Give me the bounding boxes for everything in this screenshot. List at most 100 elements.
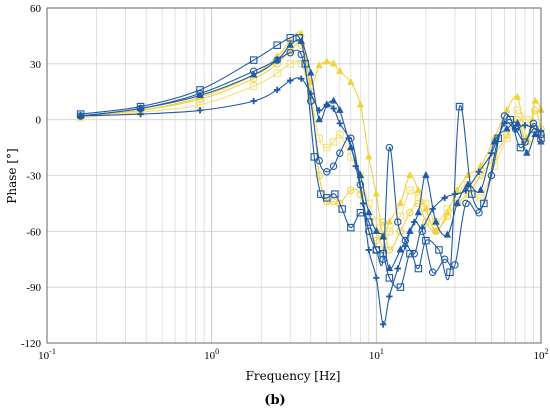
data-point (402, 243, 409, 250)
data-point (286, 40, 294, 48)
data-point (315, 61, 323, 69)
data-point (432, 227, 440, 236)
data-point (385, 143, 394, 152)
data-point (440, 255, 449, 263)
data-point (396, 245, 405, 253)
data-point (523, 115, 531, 124)
x-tick-label: 10-1 (38, 347, 56, 362)
data-point (501, 120, 508, 127)
data-point (487, 171, 496, 180)
y-tick-label: 30 (30, 59, 42, 71)
data-point (414, 208, 423, 216)
y-axis-label: Phase [°] (5, 148, 19, 203)
data-point (462, 187, 470, 194)
data-point (475, 208, 483, 217)
data-point (406, 186, 414, 195)
data-point (531, 96, 539, 104)
data-point (273, 86, 281, 94)
data-point (352, 162, 359, 170)
data-point (386, 293, 393, 300)
data-point (513, 118, 522, 126)
y-tick-label: -90 (26, 282, 41, 294)
data-point (249, 82, 258, 90)
data-point (500, 112, 509, 120)
series-layer (76, 29, 545, 328)
x-tick-label: 100 (204, 347, 219, 362)
data-point (323, 101, 330, 108)
data-point (529, 119, 538, 128)
data-point (513, 92, 522, 100)
series-line (80, 49, 542, 274)
data-point (329, 59, 338, 67)
data-point (422, 171, 430, 179)
data-point (345, 135, 352, 142)
data-point (338, 205, 346, 213)
data-point (428, 268, 437, 277)
chart-caption: (b) (264, 393, 285, 408)
data-point (249, 56, 258, 64)
data-point (307, 68, 315, 76)
data-point (443, 205, 452, 213)
data-point (372, 226, 381, 234)
data-point (451, 261, 459, 269)
y-tick-label: 60 (30, 3, 42, 15)
data-point (316, 107, 323, 114)
data-point (365, 152, 373, 160)
data-point (330, 105, 337, 112)
data-point (137, 110, 144, 118)
data-point (298, 75, 305, 82)
y-tick-label: -120 (21, 338, 42, 350)
data-point (347, 186, 355, 195)
data-point (323, 194, 331, 202)
data-point (513, 106, 522, 115)
data-point (422, 199, 430, 208)
data-point (429, 205, 436, 213)
series-line (80, 42, 542, 251)
data-point (336, 130, 344, 139)
data-point (323, 57, 331, 65)
data-point (451, 190, 459, 198)
data-point (273, 69, 281, 77)
data-point (286, 60, 294, 68)
data-point (531, 130, 539, 138)
data-point (503, 105, 511, 113)
series-4 (77, 75, 545, 328)
data-point (446, 268, 454, 277)
data-point (531, 106, 539, 115)
data-point (336, 120, 344, 127)
data-point (396, 227, 405, 236)
data-point (323, 143, 331, 152)
data-point (443, 212, 452, 221)
data-point (422, 204, 430, 212)
data-point (503, 134, 511, 143)
data-point (443, 230, 452, 238)
data-point (432, 217, 440, 225)
data-point (476, 185, 485, 193)
data-point (379, 321, 387, 328)
data-point (372, 246, 381, 254)
data-point (414, 185, 423, 193)
data-point (329, 96, 338, 104)
data-point (385, 264, 394, 272)
data-point (323, 168, 331, 176)
data-point (329, 162, 338, 170)
data-point (419, 224, 426, 231)
data-point (411, 218, 418, 226)
data-point (287, 77, 294, 84)
data-point (315, 115, 323, 123)
data-point (286, 48, 294, 57)
data-point (453, 198, 461, 206)
data-point (365, 227, 373, 236)
data-point (394, 218, 402, 226)
data-point (356, 208, 365, 217)
data-point (273, 41, 281, 49)
data-point (196, 91, 204, 99)
data-point (297, 50, 306, 59)
data-point (385, 274, 394, 282)
data-point (414, 194, 423, 202)
data-point (385, 217, 394, 225)
data-point (521, 138, 529, 146)
data-point (331, 190, 339, 198)
data-point (406, 208, 414, 217)
